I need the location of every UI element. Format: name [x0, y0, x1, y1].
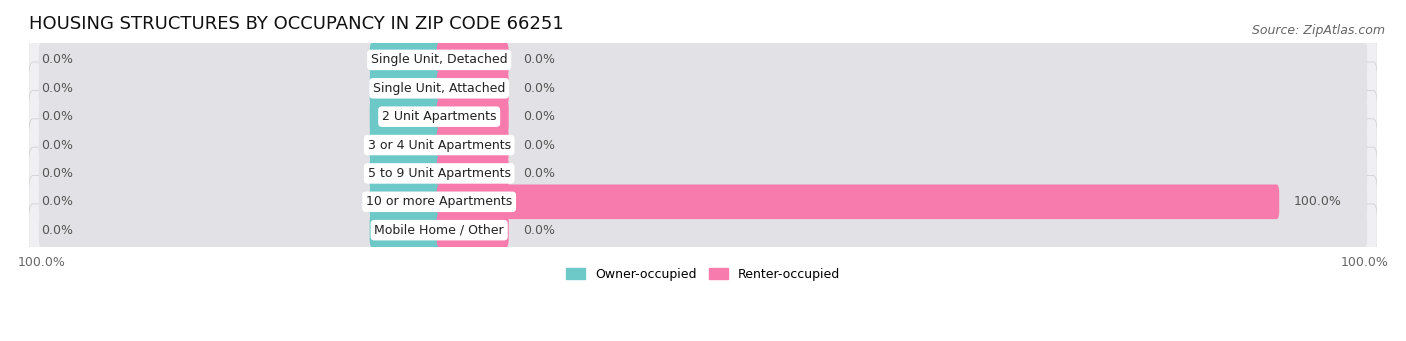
- FancyBboxPatch shape: [437, 213, 509, 248]
- Text: Single Unit, Detached: Single Unit, Detached: [371, 54, 508, 66]
- FancyBboxPatch shape: [370, 156, 441, 191]
- Text: 0.0%: 0.0%: [523, 138, 555, 151]
- FancyBboxPatch shape: [370, 71, 441, 106]
- FancyBboxPatch shape: [28, 34, 1378, 86]
- Text: 0.0%: 0.0%: [41, 138, 73, 151]
- FancyBboxPatch shape: [39, 99, 1367, 134]
- FancyBboxPatch shape: [370, 128, 441, 162]
- FancyBboxPatch shape: [39, 213, 1367, 248]
- Text: HOUSING STRUCTURES BY OCCUPANCY IN ZIP CODE 66251: HOUSING STRUCTURES BY OCCUPANCY IN ZIP C…: [28, 15, 564, 33]
- FancyBboxPatch shape: [437, 99, 509, 134]
- FancyBboxPatch shape: [39, 156, 1367, 191]
- FancyBboxPatch shape: [370, 184, 441, 219]
- Text: 3 or 4 Unit Apartments: 3 or 4 Unit Apartments: [367, 138, 510, 151]
- Text: 0.0%: 0.0%: [523, 54, 555, 66]
- Text: Source: ZipAtlas.com: Source: ZipAtlas.com: [1251, 24, 1385, 37]
- FancyBboxPatch shape: [370, 213, 441, 248]
- Text: 0.0%: 0.0%: [523, 82, 555, 95]
- FancyBboxPatch shape: [370, 43, 441, 77]
- Legend: Owner-occupied, Renter-occupied: Owner-occupied, Renter-occupied: [561, 263, 845, 286]
- Text: 0.0%: 0.0%: [523, 224, 555, 237]
- FancyBboxPatch shape: [39, 71, 1367, 106]
- Text: 0.0%: 0.0%: [523, 167, 555, 180]
- Text: Single Unit, Attached: Single Unit, Attached: [373, 82, 505, 95]
- FancyBboxPatch shape: [437, 156, 509, 191]
- FancyBboxPatch shape: [39, 128, 1367, 162]
- Text: 0.0%: 0.0%: [41, 195, 73, 208]
- FancyBboxPatch shape: [28, 90, 1378, 143]
- Text: 100.0%: 100.0%: [1294, 195, 1341, 208]
- Text: 0.0%: 0.0%: [41, 167, 73, 180]
- FancyBboxPatch shape: [39, 184, 1367, 219]
- FancyBboxPatch shape: [437, 43, 509, 77]
- Text: 0.0%: 0.0%: [41, 82, 73, 95]
- FancyBboxPatch shape: [28, 62, 1378, 115]
- Text: 0.0%: 0.0%: [41, 54, 73, 66]
- FancyBboxPatch shape: [437, 128, 509, 162]
- Text: Mobile Home / Other: Mobile Home / Other: [374, 224, 503, 237]
- FancyBboxPatch shape: [39, 43, 1367, 77]
- Text: 5 to 9 Unit Apartments: 5 to 9 Unit Apartments: [368, 167, 510, 180]
- FancyBboxPatch shape: [28, 147, 1378, 200]
- FancyBboxPatch shape: [437, 184, 1279, 219]
- FancyBboxPatch shape: [28, 204, 1378, 256]
- Text: 0.0%: 0.0%: [523, 110, 555, 123]
- FancyBboxPatch shape: [370, 99, 441, 134]
- Text: 10 or more Apartments: 10 or more Apartments: [366, 195, 512, 208]
- Text: 2 Unit Apartments: 2 Unit Apartments: [382, 110, 496, 123]
- FancyBboxPatch shape: [28, 119, 1378, 171]
- FancyBboxPatch shape: [28, 176, 1378, 228]
- Text: 0.0%: 0.0%: [41, 110, 73, 123]
- FancyBboxPatch shape: [437, 71, 509, 106]
- Text: 0.0%: 0.0%: [41, 224, 73, 237]
